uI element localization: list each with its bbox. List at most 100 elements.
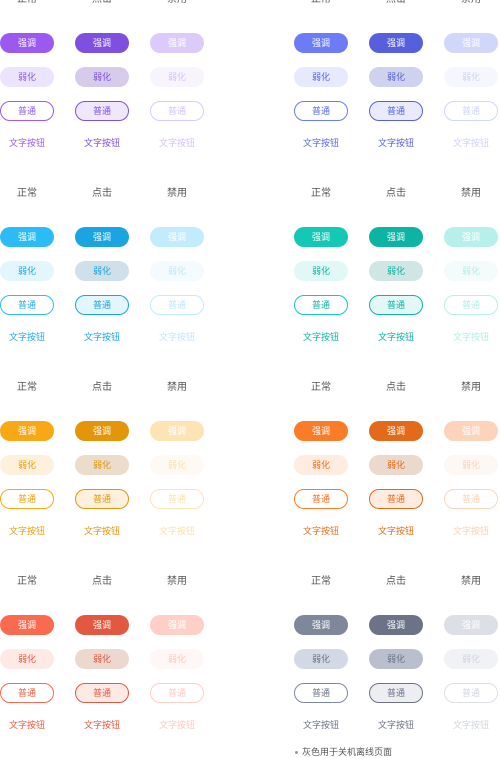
purple-normal-button-pressed-state[interactable]: 普通 (75, 101, 129, 121)
red-strong-button-pressed-state[interactable]: 强调 (75, 615, 129, 635)
blue-strong-button-pressed-state[interactable]: 强调 (369, 33, 423, 53)
teal-weak-button-disabled-state[interactable]: 弱化 (444, 261, 498, 281)
gray-weak-button-normal-state[interactable]: 弱化 (294, 649, 348, 669)
gray-strong-button-normal-state[interactable]: 强调 (294, 615, 348, 635)
blue-weak-button-pressed-state[interactable]: 弱化 (369, 67, 423, 87)
orange-weak-button-disabled-state[interactable]: 弱化 (444, 455, 498, 475)
gray-weak-button-disabled-state[interactable]: 弱化 (444, 649, 498, 669)
red-weak-button-normal-state[interactable]: 弱化 (0, 649, 54, 669)
teal-text-button-disabled-state[interactable]: 文字按钮 (452, 332, 489, 342)
red-text-button-disabled-state[interactable]: 文字按钮 (158, 720, 195, 730)
blue-strong-button-normal-state[interactable]: 强调 (294, 33, 348, 53)
orange-text-button-disabled-state[interactable]: 文字按钮 (452, 526, 489, 536)
blue-text-button-pressed-state[interactable]: 文字按钮 (377, 138, 414, 148)
purple-normal-button-normal-state[interactable]: 普通 (0, 101, 54, 121)
orange-text-button-pressed-state[interactable]: 文字按钮 (377, 526, 414, 536)
purple-strong-button-disabled-state[interactable]: 强调 (150, 33, 204, 53)
red-text-button-normal-state[interactable]: 文字按钮 (8, 720, 45, 730)
blue-text-button-disabled-state[interactable]: 文字按钮 (452, 138, 489, 148)
cyan-normal-button-normal-state[interactable]: 普通 (0, 295, 54, 315)
orange-strong-button-disabled-state[interactable]: 强调 (444, 421, 498, 441)
red-weak-button-pressed-state[interactable]: 弱化 (75, 649, 129, 669)
red-weak-button-disabled-state[interactable]: 弱化 (150, 649, 204, 669)
teal-normal-button-pressed-state[interactable]: 普通 (369, 295, 423, 315)
gray-normal-button-disabled-state[interactable]: 普通 (444, 683, 498, 703)
cyan-strong-button-normal-state[interactable]: 强调 (0, 227, 54, 247)
teal-weak-button-normal-state[interactable]: 弱化 (294, 261, 348, 281)
state-header-disabled-state: 禁用 (167, 576, 187, 587)
gray-text-button-pressed-state[interactable]: 文字按钮 (377, 720, 414, 730)
amber-strong-button-normal-state[interactable]: 强调 (0, 421, 54, 441)
amber-weak-button-normal-state[interactable]: 弱化 (0, 455, 54, 475)
cyan-weak-button-normal-state[interactable]: 弱化 (0, 261, 54, 281)
amber-normal-button-disabled-state[interactable]: 普通 (150, 489, 204, 509)
red-strong-button-normal-state[interactable]: 强调 (0, 615, 54, 635)
cyan-text-button-normal-state[interactable]: 文字按钮 (8, 332, 45, 342)
red-normal-button-normal-state[interactable]: 普通 (0, 683, 54, 703)
red-normal-button-disabled-state[interactable]: 普通 (150, 683, 204, 703)
amber-text-button-pressed-state[interactable]: 文字按钮 (83, 526, 120, 536)
gray-text-button-disabled-state[interactable]: 文字按钮 (452, 720, 489, 730)
cyan-text-button-pressed-state[interactable]: 文字按钮 (83, 332, 120, 342)
gray-text-button-normal-state[interactable]: 文字按钮 (302, 720, 339, 730)
purple-text-button-disabled-state[interactable]: 文字按钮 (158, 138, 195, 148)
amber-strong-button-pressed-state[interactable]: 强调 (75, 421, 129, 441)
amber-text-button-disabled-state[interactable]: 文字按钮 (158, 526, 195, 536)
teal-strong-button-pressed-state[interactable]: 强调 (369, 227, 423, 247)
red-text-button-pressed-state[interactable]: 文字按钮 (83, 720, 120, 730)
state-header-normal-state: 正常 (311, 188, 331, 199)
red-normal-button-pressed-state[interactable]: 普通 (75, 683, 129, 703)
cyan-normal-button-pressed-state[interactable]: 普通 (75, 295, 129, 315)
orange-normal-button-disabled-state[interactable]: 普通 (444, 489, 498, 509)
teal-text-button-normal-state[interactable]: 文字按钮 (302, 332, 339, 342)
cyan-weak-button-pressed-state[interactable]: 弱化 (75, 261, 129, 281)
orange-normal-button-normal-state[interactable]: 普通 (294, 489, 348, 509)
purple-weak-button-pressed-state[interactable]: 弱化 (75, 67, 129, 87)
blue-weak-button-normal-state[interactable]: 弱化 (294, 67, 348, 87)
state-header-disabled-state: 禁用 (441, 0, 500, 6)
teal-normal-button-disabled-state[interactable]: 普通 (444, 295, 498, 315)
amber-strong-button-disabled-state[interactable]: 强调 (150, 421, 204, 441)
amber-normal-button-pressed-state[interactable]: 普通 (75, 489, 129, 509)
amber-normal-button-normal-state[interactable]: 普通 (0, 489, 54, 509)
orange-strong-button-pressed-state[interactable]: 强调 (369, 421, 423, 441)
orange-strong-button-normal-state[interactable]: 强调 (294, 421, 348, 441)
purple-text-button-pressed-state[interactable]: 文字按钮 (83, 138, 120, 148)
blue-normal-button-normal-state[interactable]: 普通 (294, 101, 348, 121)
gray-weak-button-pressed-state[interactable]: 弱化 (369, 649, 423, 669)
cyan-weak-button-disabled-state[interactable]: 弱化 (150, 261, 204, 281)
purple-strong-button-normal-state[interactable]: 强调 (0, 33, 54, 53)
blue-strong-button-disabled-state[interactable]: 强调 (444, 33, 498, 53)
amber-text-button-normal-state[interactable]: 文字按钮 (8, 526, 45, 536)
purple-strong-button-pressed-state[interactable]: 强调 (75, 33, 129, 53)
teal-strong-button-disabled-state[interactable]: 强调 (444, 227, 498, 247)
gray-strong-button-disabled-state[interactable]: 强调 (444, 615, 498, 635)
state-header-normal-state: 正常 (17, 188, 37, 199)
teal-weak-button-pressed-state[interactable]: 弱化 (369, 261, 423, 281)
purple-text-button-normal-state[interactable]: 文字按钮 (8, 138, 45, 148)
orange-normal-button-pressed-state[interactable]: 普通 (369, 489, 423, 509)
orange-weak-button-pressed-state[interactable]: 弱化 (369, 455, 423, 475)
purple-weak-button-normal-state[interactable]: 弱化 (0, 67, 54, 87)
teal-normal-button-normal-state[interactable]: 普通 (294, 295, 348, 315)
amber-weak-button-pressed-state[interactable]: 弱化 (75, 455, 129, 475)
gray-normal-button-pressed-state[interactable]: 普通 (369, 683, 423, 703)
cyan-strong-button-pressed-state[interactable]: 强调 (75, 227, 129, 247)
blue-normal-button-pressed-state[interactable]: 普通 (369, 101, 423, 121)
gray-strong-button-pressed-state[interactable]: 强调 (369, 615, 423, 635)
teal-text-button-pressed-state[interactable]: 文字按钮 (377, 332, 414, 342)
cyan-normal-button-disabled-state[interactable]: 普通 (150, 295, 204, 315)
amber-weak-button-disabled-state[interactable]: 弱化 (150, 455, 204, 475)
teal-strong-button-normal-state[interactable]: 强调 (294, 227, 348, 247)
purple-normal-button-disabled-state[interactable]: 普通 (150, 101, 204, 121)
blue-weak-button-disabled-state[interactable]: 弱化 (444, 67, 498, 87)
red-strong-button-disabled-state[interactable]: 强调 (150, 615, 204, 635)
blue-normal-button-disabled-state[interactable]: 普通 (444, 101, 498, 121)
blue-text-button-normal-state[interactable]: 文字按钮 (302, 138, 339, 148)
orange-text-button-normal-state[interactable]: 文字按钮 (302, 526, 339, 536)
orange-weak-button-normal-state[interactable]: 弱化 (294, 455, 348, 475)
cyan-strong-button-disabled-state[interactable]: 强调 (150, 227, 204, 247)
cyan-text-button-disabled-state[interactable]: 文字按钮 (158, 332, 195, 342)
gray-normal-button-normal-state[interactable]: 普通 (294, 683, 348, 703)
purple-weak-button-disabled-state[interactable]: 弱化 (150, 67, 204, 87)
